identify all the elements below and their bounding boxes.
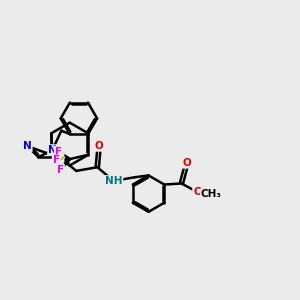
Text: F: F (57, 165, 64, 175)
Text: F: F (52, 155, 60, 165)
Text: N: N (23, 141, 32, 151)
Text: O: O (183, 158, 191, 168)
Text: O: O (193, 187, 202, 197)
Text: O: O (95, 141, 103, 151)
Text: N: N (48, 145, 57, 155)
Text: S: S (56, 152, 64, 162)
Text: NH: NH (105, 176, 122, 186)
Text: CH₃: CH₃ (201, 189, 222, 199)
Text: F: F (55, 146, 62, 157)
